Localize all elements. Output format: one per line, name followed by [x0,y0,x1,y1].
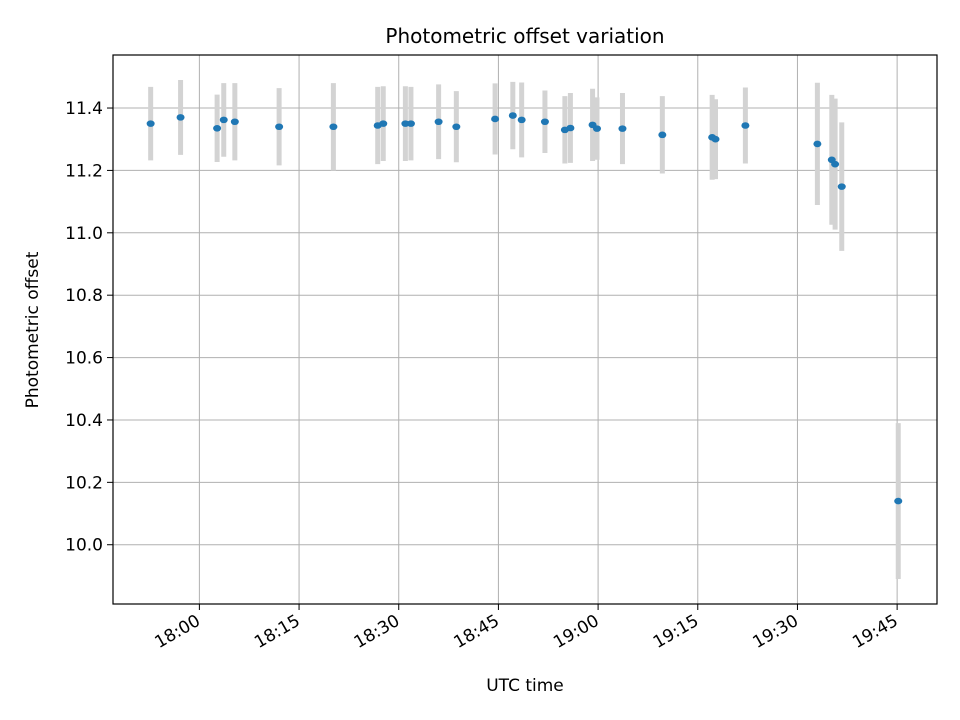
grid-lines [113,55,937,604]
y-tick-label: 11.2 [65,161,103,181]
plot-frame [112,54,938,605]
data-point [831,160,840,168]
data-points [146,112,903,505]
data-point [540,118,549,126]
data-point [329,123,338,131]
data-point [406,120,415,127]
data-point [592,125,601,132]
x-axis-label: UTC time [486,676,564,696]
y-tick-label: 10.2 [65,473,103,493]
data-point [566,124,575,132]
data-point [658,131,667,139]
data-point [379,120,388,127]
y-axis-label: Photometric offset [23,251,43,408]
data-point [146,120,155,127]
data-point [452,123,461,131]
data-point [401,120,410,127]
data-point [219,116,228,124]
data-point [176,114,185,121]
data-point [813,140,822,148]
data-point [230,118,239,126]
data-point [894,497,903,505]
data-point [741,122,750,129]
data-point [711,135,720,143]
data-point [491,115,500,123]
y-tick-label: 10.8 [65,286,103,306]
y-tick-label: 10.0 [65,536,103,556]
chart-title: Photometric offset variation [385,24,664,48]
y-tick-label: 11.4 [65,99,103,119]
data-point [213,125,222,132]
data-point [517,116,526,124]
data-point [618,125,627,132]
data-point [434,118,443,126]
y-axis-ticks: 10.0 10.2 10.4 10.6 10.8 11.0 11.2 11.4 [65,99,113,556]
data-point [837,183,846,190]
y-tick-label: 10.6 [65,349,103,369]
y-tick-label: 10.4 [65,411,103,431]
data-point [275,123,284,131]
y-tick-label: 11.0 [65,224,103,244]
data-point [508,112,517,119]
